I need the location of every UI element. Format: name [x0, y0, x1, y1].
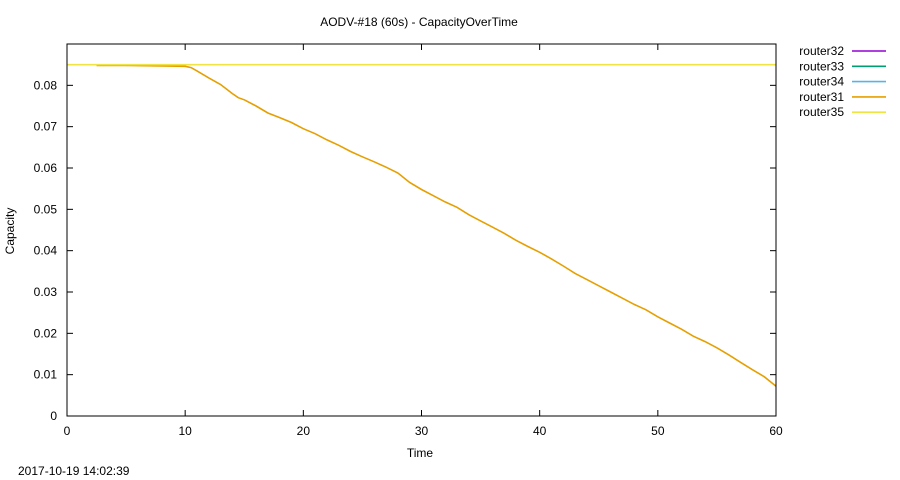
- y-tick-label: 0.06: [34, 161, 58, 175]
- x-tick-label: 20: [297, 424, 311, 438]
- y-tick-label: 0.07: [34, 120, 58, 134]
- plot-area: [67, 63, 777, 387]
- y-tick-label: 0.08: [34, 78, 58, 92]
- y-tick-label: 0.01: [34, 368, 58, 382]
- legend-label-router33: router33: [799, 59, 844, 73]
- plot-frame: [66, 43, 777, 417]
- x-tick-label: 10: [178, 424, 192, 438]
- x-tick-label: 0: [64, 424, 71, 438]
- y-tick-label: 0.03: [34, 285, 58, 299]
- y-tick-label: 0.04: [34, 244, 58, 258]
- x-axis-label: Time: [407, 446, 434, 460]
- x-tick-label: 30: [415, 424, 429, 438]
- y-tick-label: 0: [50, 409, 57, 423]
- legend-label-router32: router32: [799, 44, 844, 58]
- axes: 0 10 20 30 40 50 60 0 0.01 0.02 0.03 0.04 0.05 0.06 0.…: [34, 44, 783, 438]
- y-tick-label: 0.05: [34, 202, 58, 216]
- legend-label-router34: router34: [799, 75, 844, 89]
- y-axis-label: Capacity: [3, 208, 17, 255]
- timestamp: 2017-10-19 14:02:39: [18, 464, 130, 478]
- y-tick-label: 0.02: [34, 326, 58, 340]
- x-tick-label: 60: [769, 424, 783, 438]
- x-tick-label: 40: [533, 424, 547, 438]
- chart-title: AODV-#18 (60s) - CapacityOverTime: [320, 15, 518, 29]
- series-line-router31: [96, 64, 777, 387]
- x-tick-label: 50: [651, 424, 665, 438]
- legend-label-router35: router35: [799, 105, 844, 119]
- legend-label-router31: router31: [799, 90, 844, 104]
